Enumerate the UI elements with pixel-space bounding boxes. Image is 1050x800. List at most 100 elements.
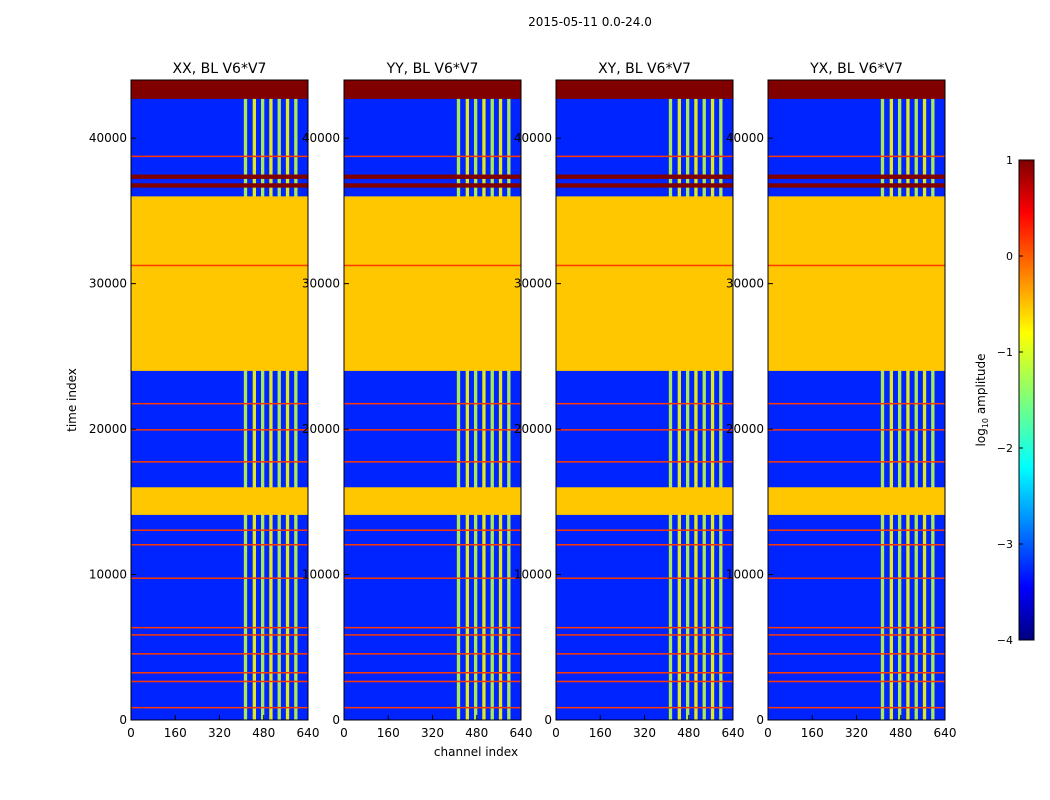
rfi-channel-column xyxy=(243,80,248,720)
rfi-time-row xyxy=(768,264,945,267)
x-tick-label: 0 xyxy=(552,726,560,740)
rfi-channel-column xyxy=(889,80,894,720)
rfi-time-row xyxy=(131,672,308,674)
saturated-band xyxy=(768,183,945,188)
heatmap-panels: XX, BL V6*V7 0 160 320 480 640 0 10000 20000 3000… xyxy=(89,61,957,740)
y-tick-label: 30000 xyxy=(726,277,764,291)
colorbar-tick-label: −2 xyxy=(997,442,1013,455)
rfi-time-row xyxy=(344,402,521,405)
rfi-time-row xyxy=(768,634,945,636)
rfi-time-row xyxy=(131,626,308,629)
rfi-time-row xyxy=(768,529,945,531)
rfi-channel-column xyxy=(482,80,486,720)
y-tick-label: 20000 xyxy=(514,422,552,436)
rfi-time-row xyxy=(344,626,521,629)
rfi-time-row xyxy=(131,155,308,158)
flagged-band xyxy=(556,487,733,515)
rfi-time-row xyxy=(768,653,945,655)
y-axis-label: time index xyxy=(65,368,79,432)
saturated-band xyxy=(556,80,733,99)
rfi-channel-column xyxy=(685,80,690,720)
y-tick-label: 10000 xyxy=(726,568,764,582)
y-tick-label: 40000 xyxy=(302,131,340,145)
y-tick-label: 40000 xyxy=(726,131,764,145)
rfi-time-row xyxy=(768,706,945,709)
rfi-time-row xyxy=(768,577,945,579)
x-axis-label: channel index xyxy=(434,745,518,759)
rfi-channel-column xyxy=(260,80,265,720)
rfi-channel-column xyxy=(719,80,723,720)
flagged-band xyxy=(556,196,733,371)
rfi-channel-column xyxy=(906,80,910,720)
rfi-time-row xyxy=(556,706,733,709)
x-tick-label: 640 xyxy=(510,726,533,740)
rfi-time-row xyxy=(344,672,521,674)
x-tick-label: 640 xyxy=(934,726,957,740)
rfi-time-row xyxy=(344,264,521,267)
rfi-time-row xyxy=(131,680,308,683)
colorbar-tick-label: 0 xyxy=(1006,250,1013,263)
panel-title: XX, BL V6*V7 xyxy=(173,61,267,77)
rfi-channel-column xyxy=(465,80,470,720)
rfi-channel-column xyxy=(880,80,885,720)
rfi-time-row xyxy=(131,529,308,531)
rfi-time-row xyxy=(768,429,945,431)
x-tick-label: 320 xyxy=(633,726,656,740)
rfi-time-row xyxy=(768,155,945,158)
saturated-band xyxy=(556,183,733,188)
rfi-time-row xyxy=(556,680,733,683)
x-tick-label: 320 xyxy=(421,726,444,740)
flagged-band xyxy=(344,487,521,515)
rfi-time-row xyxy=(131,706,308,709)
rfi-time-row xyxy=(344,429,521,431)
rfi-channel-column xyxy=(473,80,478,720)
rfi-time-row xyxy=(768,544,945,546)
rfi-channel-column xyxy=(285,80,290,720)
saturated-band xyxy=(131,174,308,179)
colorbar-tick-label: 1 xyxy=(1006,154,1013,167)
rfi-channel-column xyxy=(668,80,673,720)
x-tick-label: 160 xyxy=(377,726,400,740)
rfi-channel-column xyxy=(677,80,682,720)
rfi-channel-column xyxy=(931,80,935,720)
x-tick-label: 640 xyxy=(297,726,320,740)
rfi-time-row xyxy=(556,626,733,629)
saturated-band xyxy=(344,174,521,179)
flagged-band xyxy=(768,196,945,371)
rfi-time-row xyxy=(131,544,308,546)
rfi-channel-column xyxy=(498,80,503,720)
rfi-time-row xyxy=(344,461,521,463)
rfi-time-row xyxy=(556,429,733,431)
colorbar-tick-label: −1 xyxy=(997,346,1013,359)
y-tick-label: 0 xyxy=(332,713,340,727)
flagged-band xyxy=(768,487,945,515)
rfi-time-row xyxy=(131,461,308,463)
rfi-channel-column xyxy=(294,80,298,720)
x-tick-label: 0 xyxy=(340,726,348,740)
rfi-time-row xyxy=(131,653,308,655)
panel-4: YX, BL V6*V7 0 160 320 480 640 0 10000 20000 3000… xyxy=(726,61,957,740)
panel-2: YY, BL V6*V7 0 160 320 480 640 0 10000 20000 3000… xyxy=(302,61,533,740)
y-tick-label: 10000 xyxy=(302,568,340,582)
rfi-time-row xyxy=(768,626,945,629)
rfi-time-row xyxy=(768,461,945,463)
colorbar-label: log10 amplitude xyxy=(974,354,990,447)
y-tick-label: 40000 xyxy=(514,131,552,145)
rfi-time-row xyxy=(556,264,733,267)
x-tick-label: 320 xyxy=(208,726,231,740)
rfi-time-row xyxy=(556,461,733,463)
saturated-band xyxy=(556,174,733,179)
panel-1: XX, BL V6*V7 0 160 320 480 640 0 10000 20000 3000… xyxy=(89,61,320,740)
rfi-channel-column xyxy=(897,80,902,720)
rfi-time-row xyxy=(131,429,308,431)
rfi-time-row xyxy=(556,672,733,674)
saturated-band xyxy=(768,174,945,179)
x-tick-label: 480 xyxy=(677,726,700,740)
y-tick-label: 40000 xyxy=(89,131,127,145)
y-tick-label: 20000 xyxy=(726,422,764,436)
y-tick-label: 30000 xyxy=(514,277,552,291)
saturated-band xyxy=(768,80,945,99)
y-tick-label: 30000 xyxy=(89,277,127,291)
rfi-time-row xyxy=(344,653,521,655)
rfi-time-row xyxy=(556,653,733,655)
